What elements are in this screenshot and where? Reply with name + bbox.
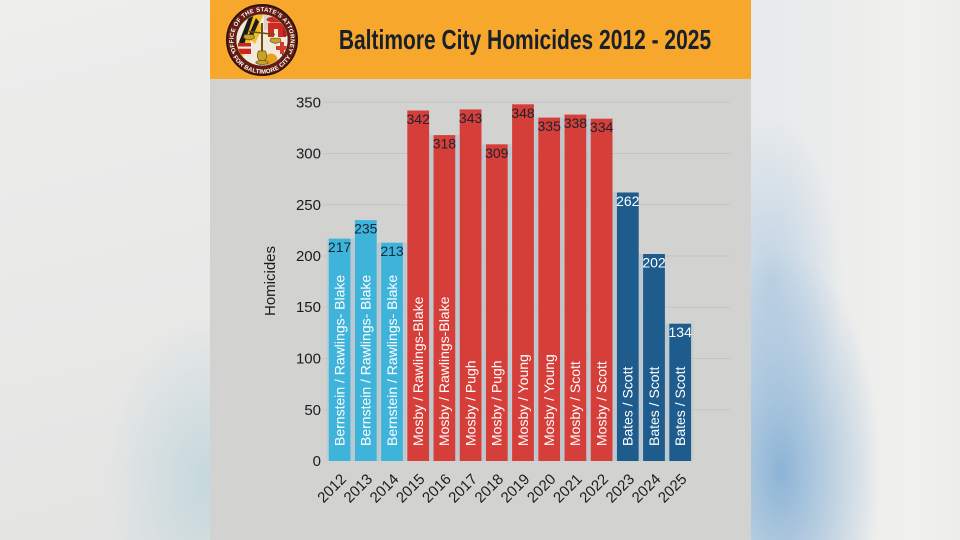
svg-text:2023: 2023 <box>603 471 639 507</box>
svg-text:50: 50 <box>304 402 321 419</box>
svg-text:2018: 2018 <box>472 471 508 507</box>
svg-text:Homicides: Homicides <box>262 246 279 316</box>
svg-text:2024: 2024 <box>629 471 665 507</box>
svg-text:2014: 2014 <box>367 471 403 507</box>
svg-text:Bates / Scott: Bates / Scott <box>646 367 662 446</box>
svg-text:335: 335 <box>538 118 562 134</box>
svg-text:2022: 2022 <box>576 471 612 507</box>
svg-text:348: 348 <box>511 105 535 121</box>
svg-text:Bates / Scott: Bates / Scott <box>620 367 636 446</box>
svg-text:2012: 2012 <box>314 471 350 507</box>
svg-text:2015: 2015 <box>393 471 429 507</box>
svg-text:262: 262 <box>616 193 640 209</box>
svg-text:300: 300 <box>296 146 321 163</box>
svg-text:342: 342 <box>407 111 431 127</box>
svg-text:213: 213 <box>380 243 404 259</box>
svg-text:309: 309 <box>485 145 509 161</box>
svg-text:318: 318 <box>433 136 457 152</box>
svg-text:334: 334 <box>590 119 614 135</box>
svg-text:2013: 2013 <box>341 471 377 507</box>
svg-text:Mosby / Rawlings-Blake: Mosby / Rawlings-Blake <box>436 296 452 446</box>
svg-text:100: 100 <box>296 351 321 368</box>
svg-text:0: 0 <box>313 453 321 470</box>
svg-text:Mosby / Scott: Mosby / Scott <box>593 361 609 446</box>
svg-text:2019: 2019 <box>498 471 534 507</box>
svg-text:338: 338 <box>564 115 588 131</box>
svg-text:200: 200 <box>296 248 321 265</box>
svg-text:Bernstein / Rawlings- Blake: Bernstein / Rawlings- Blake <box>358 275 374 446</box>
svg-text:2017: 2017 <box>445 471 481 507</box>
svg-text:Mosby / Rawlings-Blake: Mosby / Rawlings-Blake <box>410 296 426 446</box>
svg-text:Bernstein / Rawlings- Blake: Bernstein / Rawlings- Blake <box>331 275 347 446</box>
svg-text:350: 350 <box>296 94 321 111</box>
svg-text:134: 134 <box>669 324 693 340</box>
svg-text:235: 235 <box>354 221 378 237</box>
svg-text:Mosby / Scott: Mosby / Scott <box>567 361 583 446</box>
svg-text:217: 217 <box>328 239 352 255</box>
svg-text:150: 150 <box>296 299 321 316</box>
svg-text:2025: 2025 <box>655 471 691 507</box>
svg-text:2016: 2016 <box>419 471 455 507</box>
svg-text:Mosby / Pugh: Mosby / Pugh <box>489 360 505 446</box>
svg-text:2021: 2021 <box>550 471 586 507</box>
svg-text:Mosby / Young: Mosby / Young <box>541 354 557 446</box>
svg-text:Bernstein / Rawlings- Blake: Bernstein / Rawlings- Blake <box>384 275 400 446</box>
svg-text:343: 343 <box>459 110 483 126</box>
svg-text:202: 202 <box>642 255 666 271</box>
svg-text:250: 250 <box>296 197 321 214</box>
svg-text:Bates / Scott: Bates / Scott <box>672 367 688 446</box>
svg-text:Mosby / Pugh: Mosby / Pugh <box>462 360 478 446</box>
svg-text:Mosby / Young: Mosby / Young <box>515 354 531 446</box>
svg-text:2020: 2020 <box>524 471 560 507</box>
